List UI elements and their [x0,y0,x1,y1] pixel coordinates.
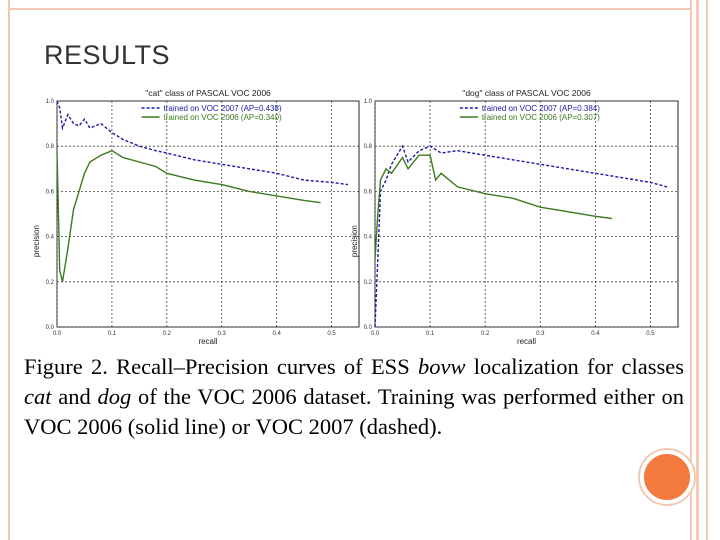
caption-term: bovw [418,354,466,379]
slide-frame [8,0,692,540]
figure: 0.0 0.1 0.2 0.3 0.4 0.5 0.0 0.2 0.4 0.6 0.8 1.0 "cat… [26,86,690,352]
y-tick-label: 0.0 [364,325,373,331]
legend-label: trained on VOC 2006 (AP=0.340) [164,113,282,122]
x-axis-label: recall [198,337,217,346]
x-tick-label: 0.1 [426,331,435,337]
y-tick-label: 0.8 [46,144,55,150]
caption-text: of the VOC 2006 dataset. Training was pe… [24,384,684,439]
legend-label: trained on VOC 2006 (AP=0.307) [482,113,600,122]
x-tick-label: 0.4 [591,331,600,337]
x-tick-label: 0.0 [53,331,62,337]
y-tick-label: 0.0 [46,325,55,331]
caption-text: and [51,384,98,409]
y-axis-label: precision [350,225,359,257]
slide-title: RESULTS [44,40,171,70]
plot-area [56,100,360,328]
accent-circle [640,450,694,504]
x-tick-label: 0.3 [218,331,227,337]
caption-term: dog [97,384,132,409]
y-tick-label: 0.2 [46,280,55,286]
y-tick-label: 1.0 [46,99,55,105]
figure-plots: 0.0 0.1 0.2 0.3 0.4 0.5 0.0 0.2 0.4 0.6 0.8 1.0 "cat… [32,88,679,346]
slide-frame-top [8,8,692,10]
y-tick-label: 0.2 [364,280,373,286]
x-tick-label: 0.4 [272,331,281,337]
caption-term: cat [24,384,52,409]
y-tick-label: 0.4 [364,235,373,241]
x-tick-label: 0.0 [371,331,380,337]
y-tick-label: 0.4 [46,235,55,241]
chart-title: "dog" class of PASCAL VOC 2006 [462,88,591,98]
y-tick-label: 0.6 [46,189,55,195]
x-tick-label: 0.1 [108,331,117,337]
y-tick-label: 1.0 [364,99,373,105]
series-line-voc2006 [56,149,321,282]
x-tick-label: 0.5 [327,331,336,337]
slide-frame-stripe [696,0,699,540]
plot-area [374,100,679,328]
slide-frame-stripe [706,0,708,540]
series-line-voc2006 [374,154,612,260]
x-tick-label: 0.2 [481,331,490,337]
legend-label: trained on VOC 2007 (AP=0.438) [164,104,282,113]
y-tick-label: 0.6 [364,189,373,195]
x-tick-label: 0.3 [536,331,545,337]
series-line-voc2007 [56,100,349,186]
y-tick-label: 0.8 [364,144,373,150]
figure-caption: Figure 2. Recall–Precision curves of ESS… [24,352,684,442]
legend-label: trained on VOC 2007 (AP=0.384) [482,104,600,113]
chart-title: "cat" class of PASCAL VOC 2006 [145,88,271,98]
x-axis-label: recall [517,337,536,346]
x-tick-label: 0.2 [163,331,172,337]
y-axis-label: precision [32,225,41,257]
caption-text: Figure 2. Recall–Precision curves of ESS [24,354,418,379]
x-tick-label: 0.5 [646,331,655,337]
caption-text: localization for classes [465,354,685,379]
